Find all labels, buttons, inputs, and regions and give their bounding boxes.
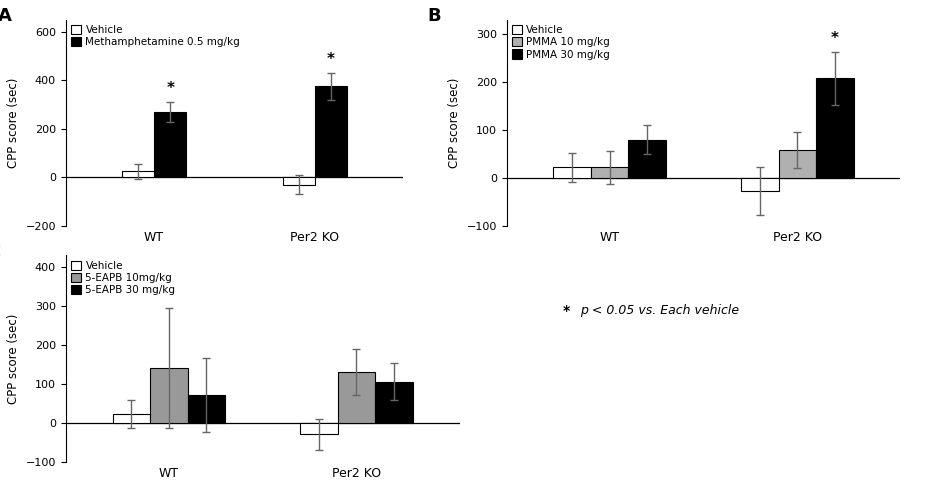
Text: *: * — [166, 81, 174, 96]
Text: *: * — [563, 304, 570, 319]
Bar — [113, 414, 150, 423]
Legend: Vehicle, Methamphetamine 0.5 mg/kg: Vehicle, Methamphetamine 0.5 mg/kg — [67, 21, 245, 52]
Bar — [591, 167, 628, 178]
Bar — [154, 112, 187, 177]
Text: *: * — [327, 52, 335, 67]
Bar — [375, 382, 413, 423]
Y-axis label: CPP score (sec): CPP score (sec) — [7, 313, 20, 404]
Bar — [779, 150, 816, 178]
Bar — [816, 78, 854, 178]
Bar — [628, 139, 666, 178]
Bar — [300, 423, 338, 435]
Bar — [338, 372, 375, 423]
Bar — [122, 171, 154, 177]
Bar — [282, 177, 315, 185]
Legend: Vehicle, 5-EAPB 10mg/kg, 5-EAPB 30 mg/kg: Vehicle, 5-EAPB 10mg/kg, 5-EAPB 30 mg/kg — [67, 256, 179, 300]
Bar — [150, 368, 188, 423]
Bar — [188, 395, 225, 423]
Text: A: A — [0, 7, 12, 25]
Y-axis label: CPP score (sec): CPP score (sec) — [447, 78, 461, 168]
Text: *: * — [831, 30, 839, 46]
Bar — [741, 178, 779, 191]
Legend: Vehicle, PMMA 10 mg/kg, PMMA 30 mg/kg: Vehicle, PMMA 10 mg/kg, PMMA 30 mg/kg — [507, 21, 614, 64]
Bar — [553, 167, 591, 178]
Text: B: B — [428, 7, 442, 25]
Bar — [315, 86, 347, 177]
Text: p < 0.05 vs. Each vehicle: p < 0.05 vs. Each vehicle — [580, 304, 739, 317]
Y-axis label: CPP score (sec): CPP score (sec) — [7, 78, 20, 168]
